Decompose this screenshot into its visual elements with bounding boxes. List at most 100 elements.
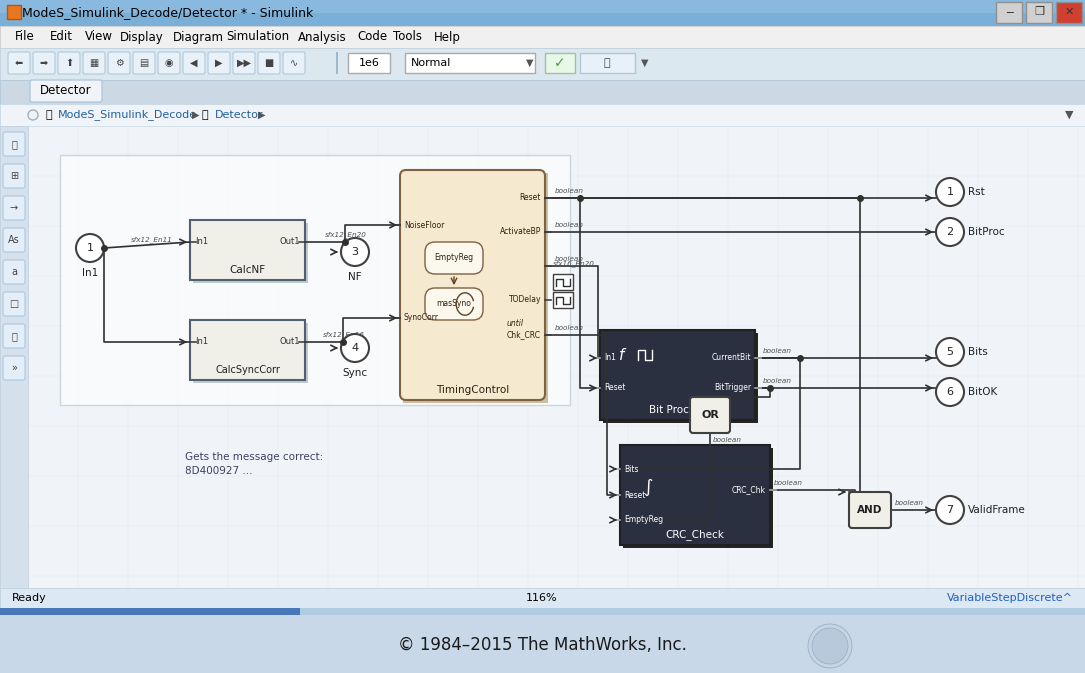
Text: ⬅: ⬅ xyxy=(15,58,23,68)
FancyBboxPatch shape xyxy=(3,356,25,380)
Bar xyxy=(1026,2,1052,23)
Text: Edit: Edit xyxy=(50,30,73,44)
Bar xyxy=(0,126,28,588)
FancyBboxPatch shape xyxy=(233,52,255,74)
Text: ∿: ∿ xyxy=(290,58,298,68)
Text: ▶: ▶ xyxy=(258,110,266,120)
Text: ▤: ▤ xyxy=(139,58,149,68)
Bar xyxy=(600,330,755,420)
Bar xyxy=(603,333,758,423)
FancyBboxPatch shape xyxy=(3,228,25,252)
Text: boolean: boolean xyxy=(895,500,924,506)
Text: a: a xyxy=(11,267,17,277)
Bar xyxy=(0,80,1085,104)
Text: Display: Display xyxy=(119,30,163,44)
Circle shape xyxy=(341,334,369,362)
Text: sfx16_En20: sfx16_En20 xyxy=(553,260,595,267)
FancyBboxPatch shape xyxy=(690,397,730,433)
Text: ValidFrame: ValidFrame xyxy=(968,505,1025,515)
Text: boolean: boolean xyxy=(763,348,792,354)
Text: ⬜: ⬜ xyxy=(11,331,17,341)
Text: BitProc: BitProc xyxy=(968,227,1005,237)
Bar xyxy=(193,323,308,383)
Text: CurrentBit: CurrentBit xyxy=(712,353,751,363)
Text: EmptyReg: EmptyReg xyxy=(434,254,473,262)
Text: In1: In1 xyxy=(81,268,98,278)
Text: ➡: ➡ xyxy=(40,58,48,68)
Text: 🗓: 🗓 xyxy=(603,58,610,68)
FancyBboxPatch shape xyxy=(3,260,25,284)
FancyBboxPatch shape xyxy=(425,288,483,320)
Text: NoiseFloor: NoiseFloor xyxy=(404,221,445,229)
Text: As: As xyxy=(8,235,20,245)
Text: Reset: Reset xyxy=(624,491,646,499)
FancyBboxPatch shape xyxy=(283,52,305,74)
Text: 1: 1 xyxy=(946,187,954,197)
Text: CalcSyncCorr: CalcSyncCorr xyxy=(215,365,280,375)
Text: f: f xyxy=(620,347,625,363)
FancyBboxPatch shape xyxy=(30,80,102,102)
Text: In1: In1 xyxy=(604,353,616,363)
Text: 6: 6 xyxy=(946,387,954,397)
Bar xyxy=(348,53,390,73)
Text: ◉: ◉ xyxy=(165,58,174,68)
Text: ▶: ▶ xyxy=(192,110,200,120)
Text: Out1: Out1 xyxy=(280,337,299,347)
Text: Bits: Bits xyxy=(968,347,987,357)
Text: 1: 1 xyxy=(87,243,93,253)
Text: boolean: boolean xyxy=(556,325,584,331)
Text: ⬆: ⬆ xyxy=(65,58,73,68)
FancyBboxPatch shape xyxy=(3,292,25,316)
Text: View: View xyxy=(85,30,113,44)
Text: CRC_Chk: CRC_Chk xyxy=(732,485,766,495)
Text: BitTrigger: BitTrigger xyxy=(714,384,751,392)
Bar xyxy=(190,320,305,380)
Text: ▶: ▶ xyxy=(215,58,222,68)
Circle shape xyxy=(808,624,852,668)
Bar xyxy=(0,104,1085,126)
Bar xyxy=(403,173,548,403)
Text: ▼: ▼ xyxy=(1064,110,1073,120)
Text: EmptyReg: EmptyReg xyxy=(624,516,663,524)
Text: Simulation: Simulation xyxy=(226,30,290,44)
Text: ▦: ▦ xyxy=(89,58,99,68)
Text: ◀: ◀ xyxy=(190,58,197,68)
Text: Code: Code xyxy=(358,30,388,44)
Circle shape xyxy=(936,378,963,406)
FancyBboxPatch shape xyxy=(400,170,545,400)
FancyBboxPatch shape xyxy=(133,52,155,74)
FancyBboxPatch shape xyxy=(183,52,205,74)
Bar xyxy=(0,0,1085,13)
Text: boolean: boolean xyxy=(774,480,803,486)
Text: Detector: Detector xyxy=(215,110,264,120)
Text: BitOK: BitOK xyxy=(968,387,997,397)
Text: ⚙: ⚙ xyxy=(115,58,124,68)
Text: 1e6: 1e6 xyxy=(358,58,380,68)
Text: Bit Process: Bit Process xyxy=(649,405,706,415)
FancyBboxPatch shape xyxy=(208,52,230,74)
Text: NF: NF xyxy=(348,272,361,282)
Bar xyxy=(0,0,1085,26)
Text: Rst: Rst xyxy=(968,187,985,197)
Text: VariableStepDiscrete^: VariableStepDiscrete^ xyxy=(947,593,1073,603)
Text: sfx12_En20: sfx12_En20 xyxy=(326,232,367,238)
Text: SynoCorr: SynoCorr xyxy=(404,314,439,322)
Text: File: File xyxy=(15,30,35,44)
FancyBboxPatch shape xyxy=(158,52,180,74)
Text: ActivateBP: ActivateBP xyxy=(499,227,541,236)
Bar xyxy=(0,608,299,615)
Text: ✓: ✓ xyxy=(554,56,565,70)
Text: 116%: 116% xyxy=(526,593,558,603)
Text: CalcNF: CalcNF xyxy=(229,265,266,275)
Text: 2: 2 xyxy=(946,227,954,237)
Text: →: → xyxy=(10,203,18,213)
Text: boolean: boolean xyxy=(556,256,584,262)
Circle shape xyxy=(936,338,963,366)
Text: 📄: 📄 xyxy=(44,110,52,120)
Text: boolean: boolean xyxy=(556,188,584,194)
FancyBboxPatch shape xyxy=(33,52,55,74)
Bar xyxy=(193,223,308,283)
Text: 7: 7 xyxy=(946,505,954,515)
FancyBboxPatch shape xyxy=(8,52,30,74)
Bar xyxy=(545,53,575,73)
